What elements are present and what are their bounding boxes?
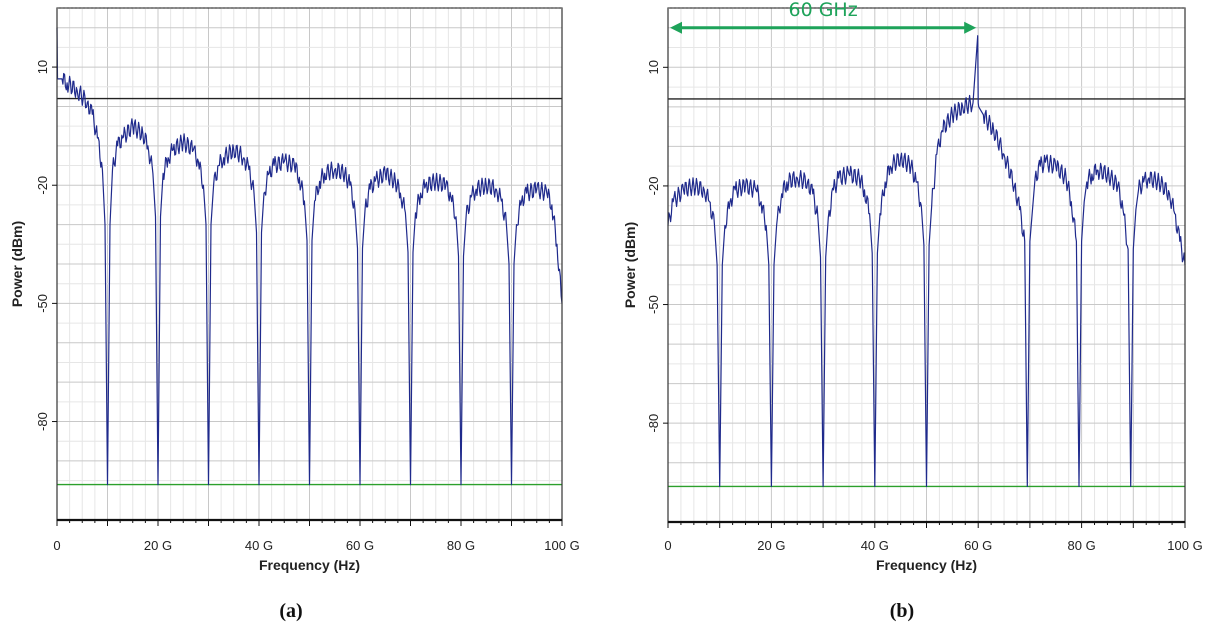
x-axis-label: Frequency (Hz) <box>259 557 360 573</box>
series-trace <box>667 35 1186 487</box>
x-tick-label: 0 <box>53 538 60 553</box>
x-tick-label: 100 G <box>544 538 579 553</box>
x-axis-label: Frequency (Hz) <box>876 557 977 573</box>
y-axis-label: Power (dBm) <box>622 222 638 308</box>
x-tick-label: 80 G <box>1068 538 1096 553</box>
annotation-arrowhead-left <box>670 21 682 34</box>
y-axis-label: Power (dBm) <box>9 221 25 307</box>
panel-b: 0 20 G 40 G 60 G 80 G 100 G 10 -20 -50 -80 Frequen… <box>622 0 1203 622</box>
y-tick-label: 10 <box>35 60 50 74</box>
x-tick-label: 20 G <box>144 538 172 553</box>
x-tick-label: 100 G <box>1167 538 1202 553</box>
x-tick-label: 60 G <box>346 538 374 553</box>
x-tick-label: 40 G <box>861 538 889 553</box>
y-tick-label: -80 <box>35 412 50 431</box>
panel-label: (b) <box>890 600 914 622</box>
x-tick-label: 40 G <box>245 538 273 553</box>
x-tick-label: 80 G <box>447 538 475 553</box>
y-tick-label: -20 <box>35 176 50 195</box>
y-tick-label: 10 <box>646 60 661 74</box>
annotation-arrowhead-right <box>964 21 977 34</box>
x-tick-label: 0 <box>664 538 671 553</box>
series-trace <box>56 27 563 486</box>
x-tick-label: 60 G <box>964 538 992 553</box>
y-tick-label: -80 <box>646 414 661 433</box>
y-tick-label: -50 <box>35 294 50 313</box>
x-tick-label: 20 G <box>757 538 785 553</box>
panel-a: 0 20 G 40 G 60 G 80 G 100 G 10 -20 -50 -80 Frequen… <box>9 7 580 622</box>
y-tick-label: -50 <box>646 295 661 314</box>
annotation-text: 60 GHz <box>788 0 857 21</box>
panel-label: (a) <box>279 600 302 622</box>
y-tick-label: -20 <box>646 177 661 196</box>
grid <box>56 8 563 520</box>
